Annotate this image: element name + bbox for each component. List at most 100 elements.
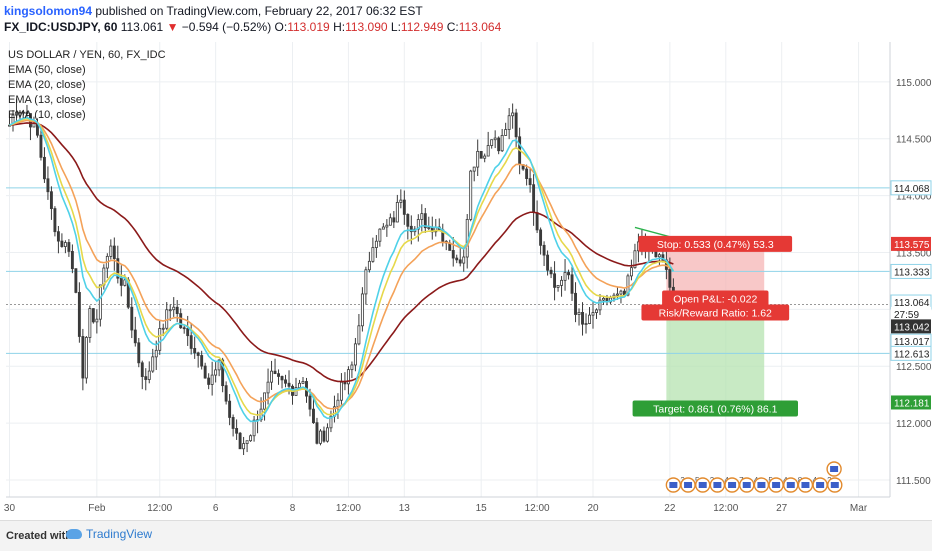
- price-axis-label-bg: [891, 236, 931, 251]
- price-axis-label-text: 113.333: [894, 267, 930, 278]
- target-label: Target: 0.861 (0.76%) 86.1: [632, 400, 798, 417]
- down-arrow-icon: ▼: [166, 20, 179, 34]
- cloud-icon: [66, 529, 82, 539]
- price-axis-label-text: 112.613: [894, 349, 930, 360]
- time-tick-label: 6: [213, 503, 219, 514]
- candle-body: [284, 379, 287, 384]
- candle-body: [367, 260, 371, 271]
- footer-bar: Created with TradingView: [0, 520, 932, 551]
- flag-icon-fill: [757, 482, 766, 488]
- price-axis-label: 112.613: [890, 345, 932, 361]
- event-marker: [826, 461, 842, 477]
- candle-body: [179, 313, 183, 329]
- price-axis-label-text: 113.017: [894, 337, 930, 348]
- candle-body: [556, 284, 560, 288]
- candle-body: [112, 245, 116, 260]
- legend-ema-50[interactable]: EMA (50, close): [8, 64, 86, 76]
- candle-body: [270, 370, 273, 383]
- flag-icon-fill: [669, 482, 678, 488]
- flag-icon-fill: [698, 482, 707, 488]
- candle-body: [172, 306, 176, 311]
- chart-header: kingsolomon94 published on TradingView.c…: [4, 0, 930, 40]
- price-axis-label-bg: [890, 180, 932, 196]
- candle-body: [507, 115, 511, 130]
- candle-body: [353, 343, 357, 366]
- ema-line: [9, 117, 675, 416]
- time-tick-label: 15: [476, 503, 488, 514]
- economic-events: 35247454842: [665, 461, 843, 493]
- candle-body: [175, 306, 179, 314]
- candle-body: [574, 292, 577, 315]
- candle-body: [203, 365, 207, 379]
- candle-body: [196, 352, 200, 356]
- candle-body: [346, 369, 350, 385]
- legend-ema-20[interactable]: EMA (20, close): [8, 79, 86, 91]
- candle-body: [147, 370, 151, 380]
- tradingview-logo[interactable]: TradingView: [66, 527, 152, 541]
- candle-body: [74, 268, 78, 293]
- chart-legend: US DOLLAR / YEN, 60, FX_IDC EMA (50, clo…: [8, 48, 166, 123]
- price-axis-label-text: 114.068: [894, 184, 930, 195]
- candle-body: [25, 111, 29, 114]
- candle-body: [402, 199, 406, 215]
- candle-body: [301, 381, 305, 384]
- candle-body: [570, 274, 574, 294]
- stop-label-bg: [638, 235, 793, 252]
- candle-body: [238, 432, 242, 450]
- candle-body: [98, 284, 102, 320]
- candle-body: [144, 376, 148, 380]
- stop-label-text: Stop: 0.533 (0.47%) 53.3: [657, 239, 774, 251]
- publish-info: published on TradingView.com, February 2…: [92, 4, 423, 18]
- candle-body: [298, 382, 301, 388]
- candle-body: [224, 385, 228, 402]
- candle-body: [67, 242, 71, 252]
- candle-body: [56, 231, 60, 242]
- candle-body: [500, 135, 504, 152]
- candle-body: [371, 247, 375, 262]
- candle-body: [490, 139, 494, 146]
- price-axis-label: 113.064: [890, 294, 932, 310]
- author-link[interactable]: kingsolomon94: [4, 4, 93, 18]
- price-axis-label-bg: [891, 306, 931, 321]
- price-chart[interactable]: Stop: 0.533 (0.47%) 53.3 Open P&L: -0.022…: [0, 42, 932, 520]
- legend-ema-13[interactable]: EMA (13, close): [8, 94, 86, 106]
- flag-icon-fill: [684, 482, 693, 488]
- candle-body: [168, 309, 172, 312]
- target-label-bg: [632, 400, 798, 417]
- candle-body: [378, 228, 382, 242]
- candle-body: [77, 292, 81, 337]
- ema-line: [9, 119, 674, 410]
- candle-body: [60, 240, 64, 247]
- candle-body: [39, 134, 43, 158]
- ema-line: [9, 116, 675, 423]
- candle-body: [46, 178, 50, 193]
- candle-body: [633, 250, 637, 269]
- pnl-label-bg: [662, 290, 769, 307]
- brand-name: TradingView: [86, 527, 153, 541]
- candle-body: [63, 242, 67, 247]
- price-axis-label-bg: [891, 319, 931, 334]
- price-axis-label-text: 113.042: [894, 322, 930, 333]
- price-tick-label: 111.500: [896, 476, 931, 487]
- candle-body: [252, 419, 256, 437]
- legend-ema-10[interactable]: EMA (10, close): [8, 109, 86, 121]
- candle-body: [235, 428, 239, 434]
- pnl-label: Open P&L: -0.022: [662, 290, 769, 307]
- candle-body: [357, 325, 361, 345]
- flag-icon-fill: [830, 466, 839, 472]
- candle-body: [514, 112, 518, 138]
- candle-body: [423, 213, 427, 229]
- price-axis-label: 113.575: [891, 236, 931, 251]
- candle-body: [22, 111, 25, 114]
- price-tick-label: 115.000: [896, 78, 932, 89]
- time-tick-label: 20: [587, 503, 599, 514]
- flag-icon-fill: [713, 482, 722, 488]
- candle-body: [217, 359, 221, 371]
- price-axis-label: 114.068: [890, 180, 932, 196]
- close-value: 113.064: [458, 20, 502, 34]
- price-axis-label-bg: [890, 345, 932, 361]
- candle-body: [350, 364, 354, 371]
- low-label: L:: [390, 20, 401, 34]
- price-axis-label-bg: [890, 263, 932, 279]
- flag-icon-fill: [786, 482, 795, 488]
